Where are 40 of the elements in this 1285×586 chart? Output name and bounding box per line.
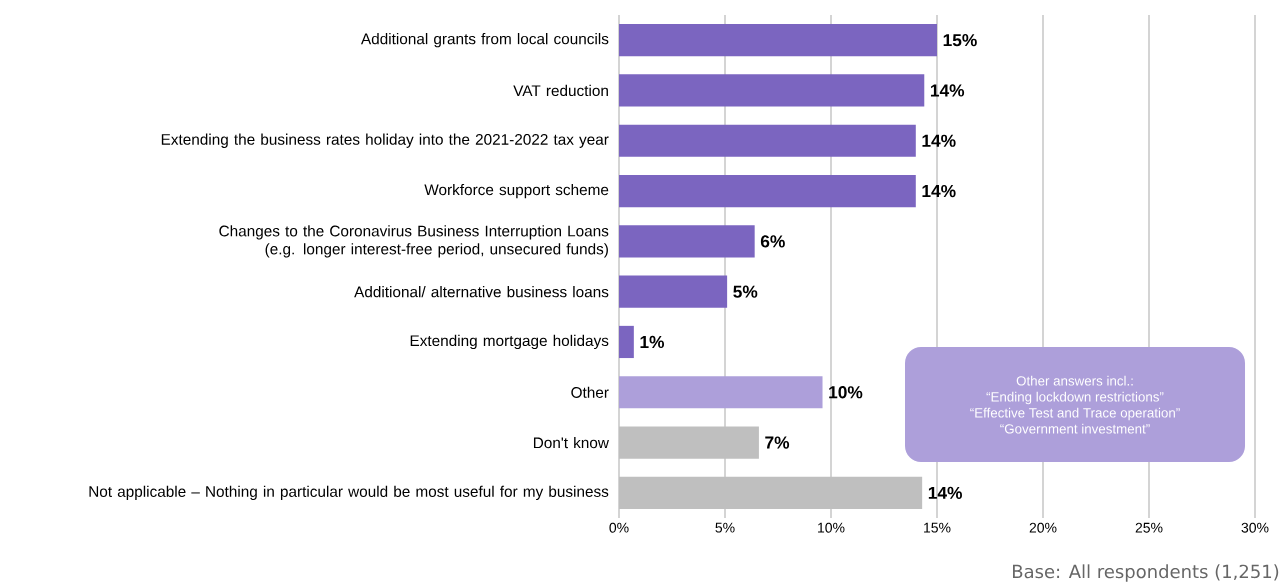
x-tick-label: 10% (818, 522, 845, 533)
y-tick-label: Extending mortgage holidays (410, 334, 609, 350)
y-tick-label: Additional grants from local councils (360, 33, 609, 48)
annotation: “Effective Test and Trace operation” (970, 407, 1180, 421)
y-tick-label: Additional/ alternative business loans (354, 286, 609, 298)
bar (619, 325, 634, 359)
y-tick-label: Changes to the Coronavirus Business Interruption Loans (e.g. longer interest-free period, unsecured funds) (219, 225, 609, 258)
x-tick-label: 30% (1241, 522, 1269, 533)
text: Base: All respondents (1,251) (1013, 564, 1279, 582)
bar (619, 74, 925, 107)
x-tick-label: 5% (715, 522, 735, 533)
bar (619, 225, 755, 258)
data-label: 15% (943, 34, 977, 47)
x-tick-label: 0% (609, 522, 629, 533)
data-label: 1% (640, 335, 665, 349)
x-tick-label: 25% (1135, 522, 1163, 533)
x-tick-label: 15% (924, 522, 951, 533)
annotation: “Government investment” (1000, 423, 1150, 434)
bar (619, 376, 823, 409)
y-tick-label: Workforce support scheme (424, 183, 609, 199)
bar (619, 124, 916, 157)
y-tick-label: Not applicable – Nothing in particular would be most useful for my business (89, 485, 609, 500)
y-tick-label: Extending the business rates holiday into the 2021-2022 tax year (161, 133, 609, 148)
y-tick-label: VAT reduction (513, 84, 608, 97)
data-label: 14% (930, 84, 965, 97)
bar (619, 275, 728, 308)
data-label: 14% (922, 184, 956, 198)
data-label: 7% (765, 436, 790, 449)
data-label: 5% (733, 285, 758, 298)
bar (619, 24, 937, 57)
data-label: 14% (928, 486, 962, 499)
y-tick-label: Other (571, 386, 609, 398)
annotation: Other answers incl.: (1016, 375, 1133, 386)
data-label: 14% (922, 134, 956, 147)
x-tick-label: 20% (1029, 522, 1057, 533)
y-tick-label: Don't know (533, 436, 609, 449)
data-label: 10% (829, 386, 863, 399)
bar (619, 174, 916, 208)
annotation: “Ending lockdown restrictions” (986, 391, 1164, 405)
data-label: 6% (760, 235, 785, 248)
